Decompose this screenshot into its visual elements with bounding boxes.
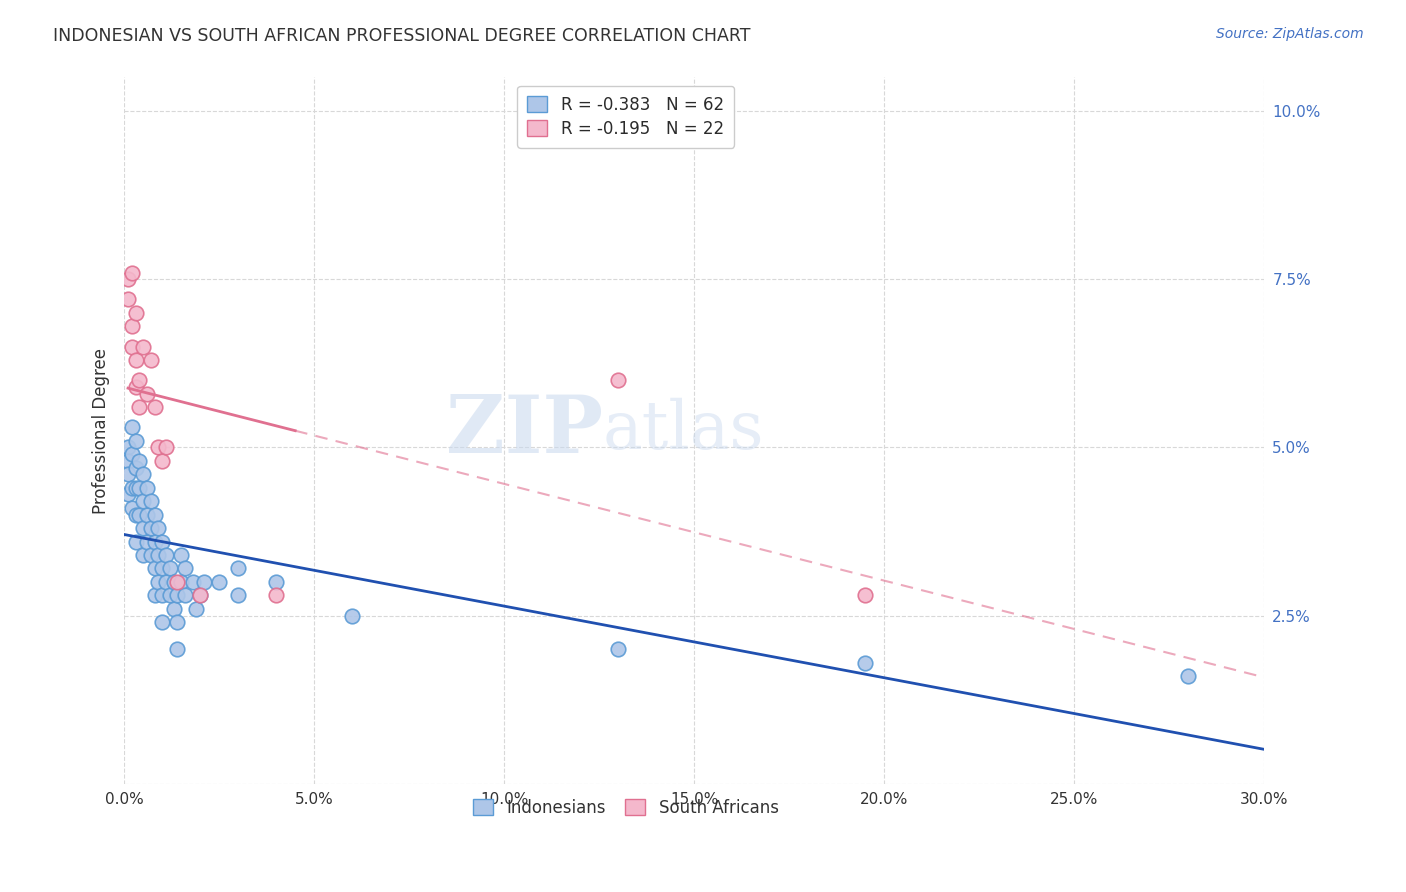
Point [143, 561, 166, 575]
Point [264, 574, 287, 589]
Point [226, 588, 249, 602]
Point [162, 574, 184, 589]
Point [121, 319, 143, 334]
Point [132, 494, 155, 508]
Point [124, 380, 146, 394]
Point [139, 521, 162, 535]
Point [170, 574, 193, 589]
Point [150, 588, 173, 602]
Point [188, 588, 211, 602]
Point [136, 481, 159, 495]
Point [340, 608, 363, 623]
Point [117, 487, 139, 501]
Point [193, 574, 215, 589]
Point [155, 548, 177, 562]
Point [124, 508, 146, 522]
Point [128, 373, 150, 387]
Point [148, 548, 170, 562]
Point [150, 615, 173, 630]
Point [166, 615, 188, 630]
Point [159, 561, 181, 575]
Point [121, 420, 143, 434]
Point [181, 574, 204, 589]
Point [148, 521, 170, 535]
Point [136, 534, 159, 549]
Point [188, 588, 211, 602]
Point [132, 521, 155, 535]
Point [124, 353, 146, 368]
Point [166, 574, 188, 589]
Point [136, 508, 159, 522]
Point [1177, 669, 1199, 683]
Point [226, 561, 249, 575]
Point [128, 400, 150, 414]
Point [117, 293, 139, 307]
Point [170, 548, 193, 562]
Point [117, 272, 139, 286]
Point [150, 454, 173, 468]
Point [121, 266, 143, 280]
Point [155, 441, 177, 455]
Point [159, 588, 181, 602]
Text: atlas: atlas [603, 398, 765, 463]
Point [132, 339, 155, 353]
Point [174, 561, 197, 575]
Point [853, 656, 876, 670]
Point [150, 561, 173, 575]
Y-axis label: Professional Degree: Professional Degree [93, 348, 110, 514]
Text: ZIP: ZIP [446, 392, 603, 469]
Point [132, 467, 155, 482]
Point [162, 602, 184, 616]
Point [136, 386, 159, 401]
Point [143, 534, 166, 549]
Point [186, 602, 208, 616]
Point [155, 574, 177, 589]
Point [143, 400, 166, 414]
Point [208, 574, 231, 589]
Point [117, 454, 139, 468]
Point [117, 467, 139, 482]
Point [132, 548, 155, 562]
Point [139, 353, 162, 368]
Point [607, 373, 630, 387]
Point [121, 500, 143, 515]
Point [166, 642, 188, 657]
Point [139, 548, 162, 562]
Point [121, 447, 143, 461]
Point [121, 481, 143, 495]
Point [139, 494, 162, 508]
Point [143, 588, 166, 602]
Point [128, 454, 150, 468]
Point [124, 534, 146, 549]
Text: Source: ZipAtlas.com: Source: ZipAtlas.com [1216, 27, 1364, 41]
Point [148, 574, 170, 589]
Point [124, 434, 146, 448]
Point [150, 534, 173, 549]
Point [117, 441, 139, 455]
Legend: Indonesians, South Africans: Indonesians, South Africans [464, 790, 787, 825]
Point [853, 588, 876, 602]
Point [124, 306, 146, 320]
Point [607, 642, 630, 657]
Point [124, 460, 146, 475]
Text: INDONESIAN VS SOUTH AFRICAN PROFESSIONAL DEGREE CORRELATION CHART: INDONESIAN VS SOUTH AFRICAN PROFESSIONAL… [53, 27, 751, 45]
Point [121, 339, 143, 353]
Point [128, 508, 150, 522]
Point [143, 508, 166, 522]
Point [148, 441, 170, 455]
Point [264, 588, 287, 602]
Point [166, 588, 188, 602]
Point [124, 481, 146, 495]
Point [174, 588, 197, 602]
Point [128, 481, 150, 495]
